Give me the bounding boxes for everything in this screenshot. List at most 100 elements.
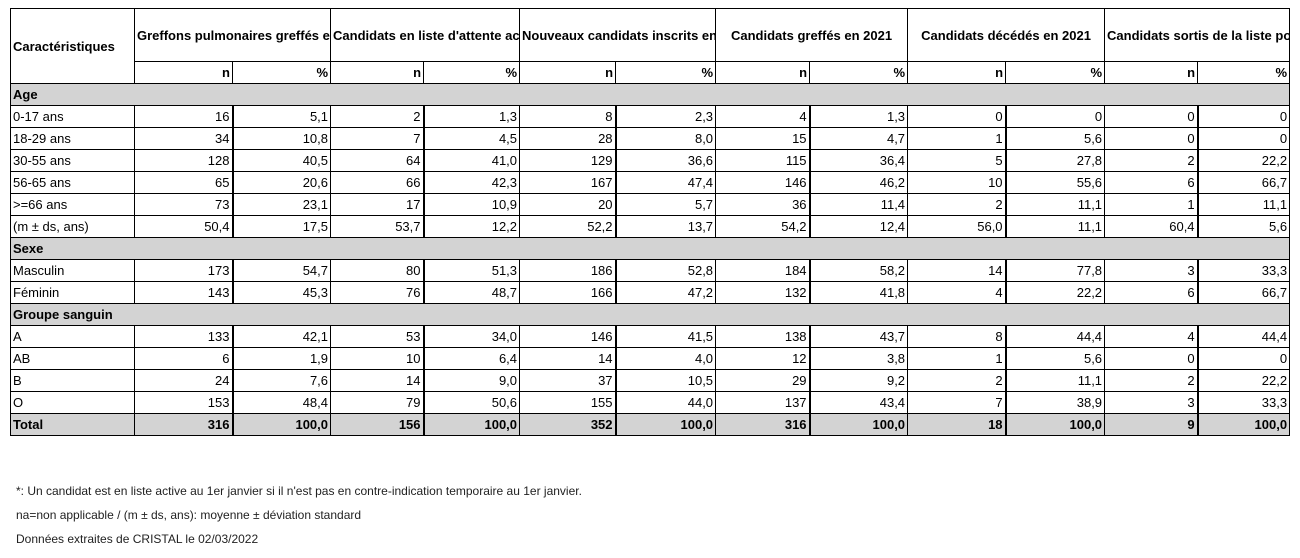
- percent-cell: 11,1: [1005, 215, 1106, 238]
- count-cell: 137: [715, 391, 811, 414]
- count-cell: 14: [330, 369, 425, 392]
- percent-cell: 52,8: [615, 259, 717, 282]
- row-label: 56-65 ans: [10, 171, 135, 194]
- pct-header: %: [423, 61, 521, 84]
- count-cell: 12: [715, 347, 811, 370]
- percent-cell: 0: [1197, 105, 1291, 128]
- percent-cell: 10,8: [231, 127, 332, 150]
- percent-cell: 38,9: [1005, 391, 1106, 414]
- percent-cell: 36,6: [615, 149, 717, 172]
- percent-cell: 100,0: [1005, 413, 1106, 436]
- count-cell: 66: [330, 171, 425, 194]
- count-cell: 53,7: [330, 215, 425, 238]
- n-header: n: [907, 61, 1007, 84]
- count-cell: 167: [519, 171, 617, 194]
- count-cell: 155: [519, 391, 617, 414]
- footnote-abbreviations: na=non applicable / (m ± ds, ans): moyen…: [16, 508, 362, 522]
- count-cell: 2: [1104, 149, 1199, 172]
- percent-cell: 66,7: [1197, 281, 1291, 304]
- count-cell: 1: [907, 127, 1007, 150]
- count-cell: 1: [1104, 193, 1199, 216]
- percent-cell: 47,4: [615, 171, 717, 194]
- percent-cell: 47,2: [615, 281, 717, 304]
- table-row: 56-65 ans 65 20,6 66 42,3 167 47,4 146 46,2 10 55,…: [10, 171, 1291, 194]
- table-row: Féminin 143 45,3 76 48,7 166 47,2 132 41,8 4 22,2 6…: [10, 281, 1291, 304]
- count-cell: 8: [907, 325, 1007, 348]
- percent-cell: 0: [1197, 347, 1291, 370]
- count-cell: 8: [519, 105, 617, 128]
- count-cell: 52,2: [519, 215, 617, 238]
- percent-cell: 22,2: [1197, 149, 1291, 172]
- table-row: O 153 48,4 79 50,6 155 44,0 137 43,4 7 38,9 3 33,3: [10, 391, 1291, 414]
- percent-cell: 42,1: [231, 325, 332, 348]
- count-cell: 53: [330, 325, 425, 348]
- group-header: Nouveaux candidats inscrits en 2021: [519, 8, 717, 62]
- count-cell: 64: [330, 149, 425, 172]
- count-cell: 5: [907, 149, 1007, 172]
- percent-cell: 100,0: [423, 413, 521, 436]
- percent-cell: 11,1: [1197, 193, 1291, 216]
- count-cell: 4: [907, 281, 1007, 304]
- pct-header: %: [1197, 61, 1291, 84]
- percent-cell: 0: [1197, 127, 1291, 150]
- row-label: Féminin: [10, 281, 135, 304]
- table-row: Masculin 173 54,7 80 51,3 186 52,8 184 58,2 14 77,…: [10, 259, 1291, 282]
- table-row: (m ± ds, ans) 50,4 17,5 53,7 12,2 52,2 13,7 54,…: [10, 215, 1291, 238]
- count-cell: 10: [907, 171, 1007, 194]
- group-header: Candidats en liste d'attente active au 1…: [330, 8, 521, 62]
- percent-cell: 40,5: [231, 149, 332, 172]
- count-cell: 7: [907, 391, 1007, 414]
- percent-cell: 4,5: [423, 127, 521, 150]
- n-header: n: [715, 61, 811, 84]
- percent-cell: 3,8: [809, 347, 909, 370]
- row-label: O: [10, 391, 135, 414]
- percent-cell: 11,1: [1005, 193, 1106, 216]
- pct-header: %: [809, 61, 909, 84]
- section-row: Sexe: [9, 237, 1291, 260]
- count-cell: 56,0: [907, 215, 1007, 238]
- n-header: n: [1104, 61, 1199, 84]
- percent-cell: 2,3: [615, 105, 717, 128]
- count-cell: 184: [715, 259, 811, 282]
- count-cell: 0: [1104, 127, 1199, 150]
- percent-cell: 7,6: [231, 369, 332, 392]
- count-cell: 60,4: [1104, 215, 1199, 238]
- count-cell: 2: [907, 193, 1007, 216]
- table-row: 0-17 ans 16 5,1 2 1,3 8 2,3 4 1,3 0 0 0 0: [10, 105, 1291, 128]
- subheader-row: n % n % n % n % n % n %: [11, 61, 1291, 84]
- percent-cell: 50,6: [423, 391, 521, 414]
- footnote-active-list: *: Un candidat est en liste active au 1e…: [16, 484, 582, 498]
- row-label: >=66 ans: [10, 193, 135, 216]
- row-label: B: [10, 369, 135, 392]
- count-cell: 2: [1104, 369, 1199, 392]
- percent-cell: 12,2: [423, 215, 521, 238]
- count-cell: 186: [519, 259, 617, 282]
- row-label: AB: [10, 347, 135, 370]
- section-label: Sexe: [9, 237, 1291, 260]
- n-header: n: [134, 61, 233, 84]
- percent-cell: 9,0: [423, 369, 521, 392]
- percent-cell: 11,4: [809, 193, 909, 216]
- percent-cell: 5,6: [1005, 347, 1106, 370]
- pct-header: %: [615, 61, 717, 84]
- count-cell: 132: [715, 281, 811, 304]
- count-cell: 37: [519, 369, 617, 392]
- count-cell: 54,2: [715, 215, 811, 238]
- count-cell: 73: [134, 193, 234, 216]
- section-row: Groupe sanguin: [9, 303, 1291, 326]
- percent-cell: 46,2: [809, 171, 909, 194]
- row-label: 30-55 ans: [10, 149, 135, 172]
- pct-header: %: [231, 61, 332, 84]
- percent-cell: 12,4: [809, 215, 909, 238]
- row-label: Total: [10, 413, 135, 436]
- count-cell: 143: [134, 281, 234, 304]
- percent-cell: 33,3: [1197, 391, 1291, 414]
- count-cell: 146: [715, 171, 811, 194]
- count-cell: 2: [330, 105, 425, 128]
- count-cell: 166: [519, 281, 617, 304]
- count-cell: 28: [519, 127, 617, 150]
- pct-header: %: [1005, 61, 1106, 84]
- percent-cell: 34,0: [423, 325, 521, 348]
- percent-cell: 41,5: [615, 325, 717, 348]
- count-cell: 76: [330, 281, 425, 304]
